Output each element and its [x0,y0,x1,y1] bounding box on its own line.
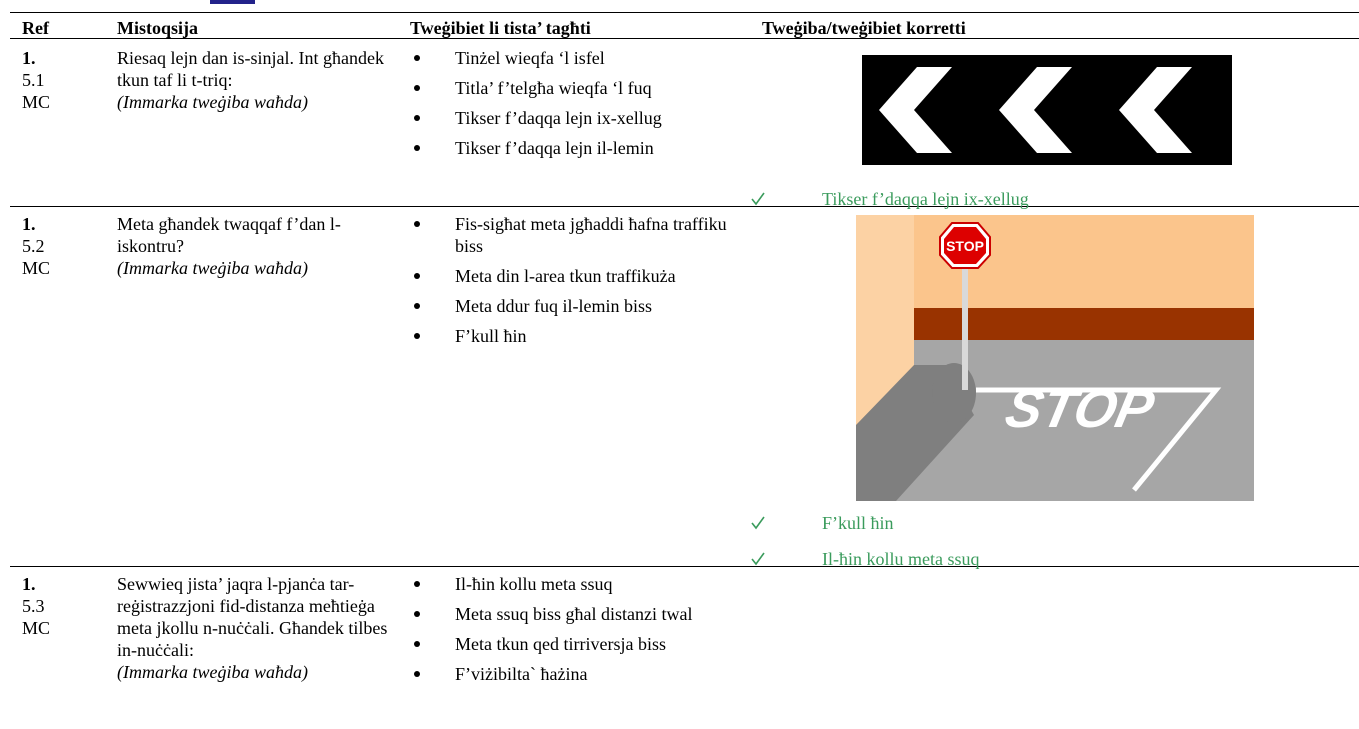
road-marking-text: STOP [1000,379,1159,439]
option-item: Fis-sigħat meta jgħaddi ħafna traffiku b… [410,213,745,257]
option-item: Titla’ f’telgħa wieqfa ‘l fuq [410,77,745,99]
option-item: Tikser f’daqqa lejn il-lemin [410,137,745,159]
header-cell: Tweġibiet li tista’ tagħti [410,18,591,38]
option-item: F’kull ħin [410,325,745,347]
check-icon [751,192,765,206]
correct-answer: Tikser f’daqqa lejn ix-xellug [822,189,1029,209]
question-cell: Riesaq lejn dan is-sinjal. Int għandek t… [117,47,389,113]
header-cell: Ref [22,18,49,38]
question-cell: Sewwieq jista’ jaqra l-pjanċa tar-reġist… [117,573,389,683]
header-cell: Tweġiba/tweġibiet korretti [762,18,966,38]
ref-line: 5.1 [22,70,45,90]
ref-line: MC [22,618,51,638]
check-icon [751,516,765,530]
ref-line: MC [22,92,51,112]
correct-answer: Il-ħin kollu meta ssuq [822,549,980,569]
options-list: Il-ħin kollu meta ssuq Meta ssuq biss għa… [410,573,745,693]
option-item: Meta din l-area tkun traffikuża [410,265,745,287]
options-list: Fis-sigħat meta jgħaddi ħafna traffiku b… [410,213,745,355]
instruction-text: (Immarka tweġiba waħda) [117,258,308,278]
rule [10,12,1359,13]
ref-cell: 1. 5.1 MC [22,47,50,113]
ref-line: 5.2 [22,236,45,256]
question-text: Riesaq lejn dan is-sinjal. Int għandek t… [117,48,384,90]
question-cell: Meta għandek twaqqaf f’dan l-iskontru? (I… [117,213,389,279]
ref-cell: 1. 5.2 MC [22,213,50,279]
rule [10,206,1359,207]
ref-cell: 1. 5.3 MC [22,573,50,639]
option-item: Tikser f’daqqa lejn ix-xellug [410,107,745,129]
check-icon [751,552,765,566]
rule [10,566,1359,567]
ref-line: 1. [22,214,36,234]
cropped-heading [210,0,255,4]
header-cell: Mistoqsija [117,18,198,38]
ref-line: 1. [22,574,36,594]
rule [10,38,1359,39]
option-item: Meta tkun qed tirriversja biss [410,633,745,655]
option-item: Meta ddur fuq il-lemin biss [410,295,745,317]
question-text: Meta għandek twaqqaf f’dan l-iskontru? [117,214,341,256]
options-list: Tinżel wieqfa ‘l isfel Titla’ f’telgħa wi… [410,47,745,167]
ref-line: 1. [22,48,36,68]
instruction-text: (Immarka tweġiba waħda) [117,92,308,112]
ref-line: MC [22,258,51,278]
option-item: Meta ssuq biss għal distanzi twal [410,603,745,625]
option-item: Il-ħin kollu meta ssuq [410,573,745,595]
option-item: Tinżel wieqfa ‘l isfel [410,47,745,69]
sign-text: STOP [946,238,984,254]
chevron-sign [862,55,1232,165]
ref-line: 5.3 [22,596,45,616]
stop-junction-image: STOP STOP [856,215,1254,501]
question-text: Sewwieq jista’ jaqra l-pjanċa tar-reġist… [117,574,388,660]
instruction-text: (Immarka tweġiba waħda) [117,662,308,682]
option-item: F’viżibilta` ħażina [410,663,745,685]
correct-answer: F’kull ħin [822,513,894,533]
